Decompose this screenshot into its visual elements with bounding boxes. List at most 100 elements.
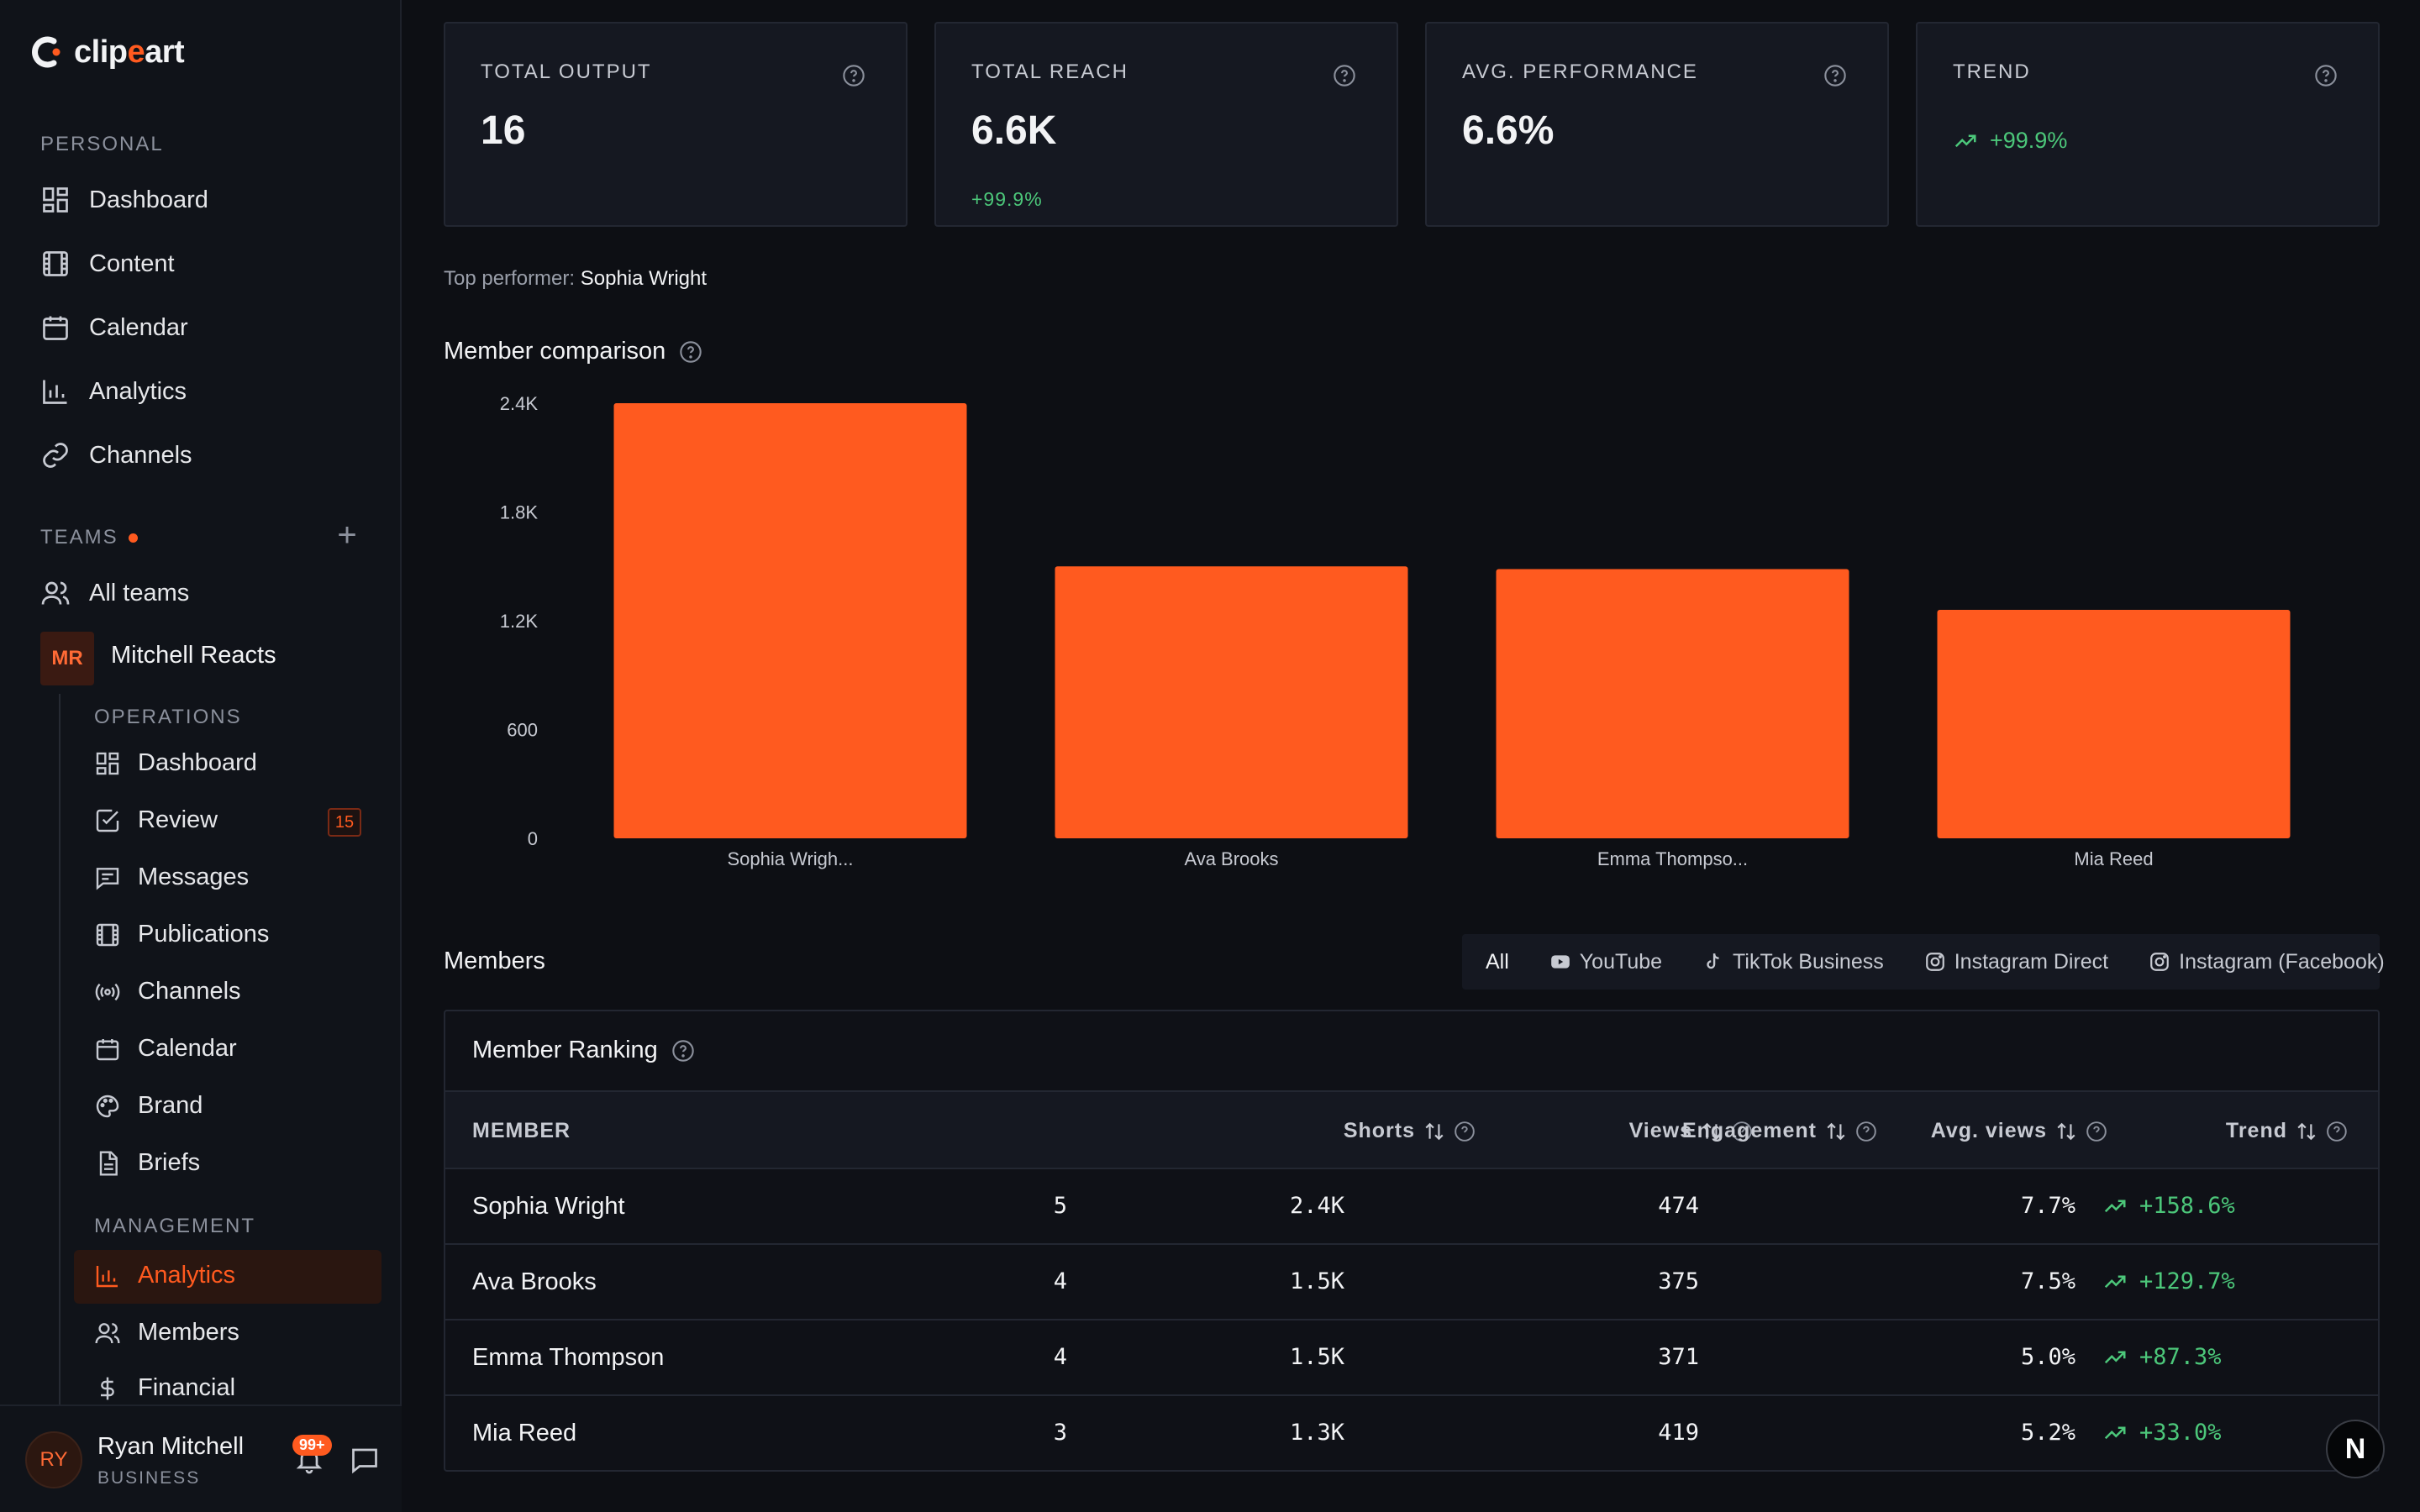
sidebar-item-all-teams[interactable]: All teams — [40, 578, 189, 608]
stat-label: TOTAL REACH — [971, 60, 1128, 83]
filter-instagram-direct[interactable]: Instagram Direct — [1924, 950, 2108, 974]
sidebar-item-label: Members — [138, 1319, 239, 1346]
help-icon[interactable] — [1333, 64, 1356, 87]
sidebar-item-content[interactable]: Content — [40, 249, 175, 279]
chart-bar[interactable] — [1496, 569, 1849, 838]
sidebar-item-team-dashboard[interactable]: Dashboard — [94, 749, 257, 777]
help-icon[interactable] — [1454, 1121, 1476, 1142]
sidebar-item-briefs[interactable]: Briefs — [94, 1149, 200, 1177]
filter-youtube[interactable]: YouTube — [1549, 950, 1662, 974]
chart-bar[interactable] — [613, 403, 967, 838]
member-ranking-table: Member Ranking MEMBER Shorts Views Avg. … — [444, 1010, 2380, 1472]
operations-section-title: OPERATIONS — [94, 706, 242, 728]
cell-member: Sophia Wright — [472, 1193, 625, 1220]
active-item-highlight — [74, 1250, 381, 1304]
teams-section-title: TEAMS — [40, 526, 138, 549]
sidebar-item-label: Publications — [138, 921, 270, 948]
filter-instagram-facebook[interactable]: Instagram (Facebook) — [2149, 950, 2385, 974]
cell-engagement: 5.2% — [2020, 1420, 2075, 1446]
team-avatar[interactable]: MR — [40, 632, 94, 685]
cell-engagement: 5.0% — [2020, 1344, 2075, 1370]
y-tick-label: 0 — [528, 828, 538, 849]
sidebar-item-messages[interactable]: Messages — [94, 864, 249, 891]
sidebar-item-dashboard[interactable]: Dashboard — [40, 185, 208, 215]
sidebar-item-label: Financial — [138, 1374, 236, 1401]
column-header-views[interactable]: Views — [1629, 1119, 1753, 1143]
column-header-shorts[interactable]: Shorts — [1344, 1119, 1476, 1143]
help-icon[interactable] — [679, 340, 702, 364]
cell-views: 1.3K — [1289, 1420, 1344, 1446]
sidebar-item-team-channels[interactable]: Channels — [94, 978, 241, 1005]
y-tick-label: 2.4K — [500, 393, 539, 414]
help-icon[interactable] — [1731, 1121, 1753, 1142]
cell-views: 1.5K — [1289, 1268, 1344, 1294]
help-icon[interactable] — [842, 64, 865, 87]
sidebar-item-label: Briefs — [138, 1149, 201, 1176]
sidebar-item-team-calendar[interactable]: Calendar — [94, 1035, 237, 1063]
table-row[interactable]: Ava Brooks 4 1.5K 375 7.5% +129.7% — [445, 1245, 2378, 1320]
sidebar-item-calendar[interactable]: Calendar — [40, 312, 188, 343]
film-icon — [94, 921, 121, 948]
teams-status-dot — [128, 533, 138, 543]
table-row[interactable]: Emma Thompson 4 1.5K 371 5.0% +87.3% — [445, 1320, 2378, 1396]
cell-trend: +158.6% — [2102, 1193, 2235, 1219]
filter-tiktok[interactable]: TikTok Business — [1702, 950, 1884, 974]
sidebar-item-review[interactable]: Review — [94, 806, 218, 834]
stat-value: 6.6K — [971, 108, 1057, 153]
sidebar-item-financial[interactable]: Financial — [94, 1374, 235, 1402]
sidebar-item-label: All teams — [89, 579, 190, 606]
help-icon[interactable] — [1823, 64, 1847, 87]
broadcast-icon — [94, 979, 121, 1005]
sidebar-item-brand[interactable]: Brand — [94, 1092, 203, 1120]
cell-views: 2.4K — [1289, 1193, 1344, 1219]
column-header-avg-views[interactable]: Avg. views — [1931, 1119, 2107, 1143]
filter-all[interactable]: All — [1486, 949, 1509, 974]
chart-bar[interactable] — [1055, 566, 1408, 838]
stat-label: TOTAL OUTPUT — [481, 60, 652, 83]
sort-icon — [1827, 1122, 1845, 1140]
help-icon[interactable] — [2086, 1121, 2107, 1142]
sidebar-item-label: Channels — [89, 441, 192, 469]
sidebar-item-label: Dashboard — [89, 186, 208, 213]
column-header-trend[interactable]: Trend — [2226, 1119, 2348, 1143]
user-avatar[interactable]: RY — [25, 1431, 82, 1488]
stat-label: AVG. PERFORMANCE — [1462, 60, 1698, 83]
table-row[interactable]: Sophia Wright 5 2.4K 474 7.7% +158.6% — [445, 1169, 2378, 1245]
sidebar-item-label: Channels — [138, 978, 241, 1005]
cell-avg-views: 371 — [1658, 1344, 1699, 1370]
stat-value: 16 — [481, 108, 526, 153]
sidebar-item-label: Analytics — [89, 377, 187, 405]
sidebar-item-members[interactable]: Members — [94, 1319, 239, 1347]
x-tick-label: Ava Brooks — [1184, 848, 1278, 869]
cell-shorts: 3 — [1053, 1420, 1067, 1446]
sidebar-item-analytics[interactable]: Analytics — [40, 376, 187, 407]
user-bar: RY Ryan Mitchell BUSINESS 99+ — [0, 1404, 402, 1512]
dashboard-icon — [40, 185, 71, 215]
sidebar-item-label: Review — [138, 806, 218, 833]
logo[interactable]: clipeart — [29, 34, 185, 71]
sidebar-item-channels[interactable]: Channels — [40, 440, 192, 470]
sidebar: clipeart PERSONAL Dashboard Content Cale… — [0, 0, 402, 1512]
team-name[interactable]: Mitchell Reacts — [111, 642, 276, 669]
chat-icon[interactable] — [350, 1445, 380, 1475]
cell-trend: +33.0% — [2102, 1420, 2222, 1446]
user-name[interactable]: Ryan Mitchell — [97, 1433, 245, 1460]
floating-action-button[interactable]: N — [2326, 1420, 2385, 1478]
table-row[interactable]: Mia Reed 3 1.3K 419 5.2% +33.0% — [445, 1396, 2378, 1472]
platform-filter-bar: All YouTube TikTok Business Instagram Di… — [1462, 934, 2385, 990]
sidebar-item-publications[interactable]: Publications — [94, 921, 269, 948]
help-icon[interactable] — [671, 1039, 695, 1063]
review-count-badge: 15 — [328, 808, 361, 837]
sidebar-item-team-analytics[interactable]: Analytics — [94, 1262, 235, 1289]
x-tick-label: Mia Reed — [2074, 848, 2153, 869]
dollar-icon — [94, 1375, 121, 1402]
help-icon[interactable] — [2326, 1121, 2348, 1142]
bar-chart-icon — [94, 1263, 121, 1289]
column-header-engagement[interactable]: Engagement — [1682, 1119, 1877, 1143]
cell-shorts: 4 — [1053, 1344, 1067, 1370]
help-icon[interactable] — [1855, 1121, 1877, 1142]
sort-icon — [2057, 1122, 2075, 1140]
chart-bar[interactable] — [1937, 610, 2291, 838]
help-icon[interactable] — [2314, 64, 2338, 87]
add-team-button[interactable]: + — [337, 517, 357, 554]
